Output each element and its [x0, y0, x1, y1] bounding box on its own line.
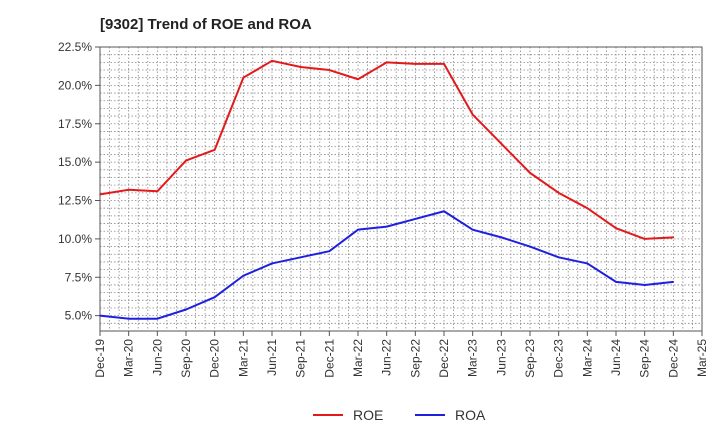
data-point-roe — [213, 149, 216, 151]
data-point-roa — [385, 225, 388, 228]
x-tick-label: Mar-25 — [695, 339, 709, 377]
y-tick-label: 20.0% — [58, 78, 92, 92]
data-point-roa — [299, 256, 302, 259]
x-tick-label: Sep-23 — [523, 339, 537, 378]
x-axis: Dec-19 Mar-20 Jun-20 Sep-20 Dec-20 Mar-21 Jun-… — [93, 331, 709, 378]
data-point-roe — [357, 78, 359, 81]
x-tick-label: Jun-20 — [150, 339, 164, 376]
data-point-roa — [586, 262, 589, 265]
y-axis: 5.0% 7.5% 10.0% 12.5% 15.0% 17.5% 20.0% 22.5% — [58, 40, 100, 323]
x-tick-label: Sep-21 — [294, 339, 308, 378]
data-point-roe — [414, 63, 417, 65]
data-point-roe — [127, 188, 130, 191]
data-point-roa — [242, 274, 245, 277]
gridlines — [100, 47, 702, 331]
data-point-roa — [529, 245, 531, 248]
legend: ROE ROA — [313, 407, 486, 423]
y-tick-label: 22.5% — [58, 40, 92, 54]
legend-label-roe: ROE — [353, 407, 383, 423]
data-point-roa — [672, 281, 675, 283]
data-point-roa — [185, 308, 187, 311]
x-tick-label: Sep-22 — [408, 339, 422, 378]
data-point-roa — [414, 218, 417, 220]
data-point-roa — [500, 236, 503, 239]
data-point-roa — [471, 228, 474, 231]
data-point-roa — [99, 314, 101, 317]
data-point-roe — [328, 69, 331, 71]
data-point-roa — [156, 317, 159, 320]
data-point-roe — [500, 142, 503, 145]
data-point-roa — [213, 296, 216, 299]
y-tick-label: 15.0% — [58, 155, 92, 169]
x-tick-label: Sep-24 — [638, 339, 652, 378]
data-point-roe — [643, 238, 646, 240]
data-point-roe — [615, 227, 617, 229]
y-tick-label: 12.5% — [58, 194, 92, 208]
x-tick-label: Dec-24 — [666, 339, 680, 378]
data-point-roa — [357, 228, 359, 231]
x-tick-label: Dec-19 — [93, 339, 107, 378]
data-point-roa — [557, 256, 560, 259]
data-point-roe — [443, 63, 445, 65]
data-point-roe — [471, 113, 474, 116]
data-point-roe — [586, 207, 589, 209]
x-tick-label: Dec-21 — [322, 339, 336, 378]
chart-title: [9302] Trend of ROE and ROA — [100, 16, 312, 33]
legend-label-roa: ROA — [455, 407, 486, 423]
x-tick-label: Mar-24 — [580, 339, 594, 377]
x-tick-label: Mar-20 — [122, 339, 136, 377]
data-point-roa — [643, 284, 646, 286]
data-point-roe — [557, 192, 560, 194]
data-point-roe — [385, 61, 388, 64]
x-tick-label: Sep-20 — [179, 339, 193, 378]
x-tick-label: Dec-20 — [208, 339, 222, 378]
y-tick-label: 7.5% — [65, 270, 93, 284]
x-tick-label: Jun-22 — [380, 339, 394, 376]
data-point-roe — [529, 172, 531, 174]
y-tick-label: 5.0% — [65, 309, 93, 323]
data-point-roe — [299, 66, 302, 68]
data-point-roe — [242, 76, 245, 79]
data-point-roe — [271, 60, 273, 62]
x-tick-label: Jun-23 — [494, 339, 508, 376]
series-lines — [99, 59, 675, 320]
x-tick-label: Mar-23 — [466, 339, 480, 377]
x-tick-label: Jun-24 — [609, 339, 623, 376]
data-point-roe — [156, 190, 159, 193]
data-point-roa — [127, 317, 130, 320]
plot-area — [99, 46, 703, 332]
data-point-roe — [185, 159, 187, 162]
data-point-roe — [99, 193, 101, 196]
data-point-roa — [328, 250, 331, 252]
x-tick-label: Dec-23 — [552, 339, 566, 378]
y-tick-label: 10.0% — [58, 232, 92, 246]
x-tick-label: Dec-22 — [437, 339, 451, 378]
x-tick-label: Mar-22 — [351, 339, 365, 377]
y-tick-label: 17.5% — [58, 117, 92, 131]
x-tick-label: Jun-21 — [265, 339, 279, 376]
data-point-roa — [443, 210, 445, 213]
x-tick-label: Mar-21 — [236, 339, 250, 377]
data-point-roa — [615, 281, 617, 283]
data-point-roa — [271, 262, 273, 265]
data-point-roe — [672, 236, 675, 239]
